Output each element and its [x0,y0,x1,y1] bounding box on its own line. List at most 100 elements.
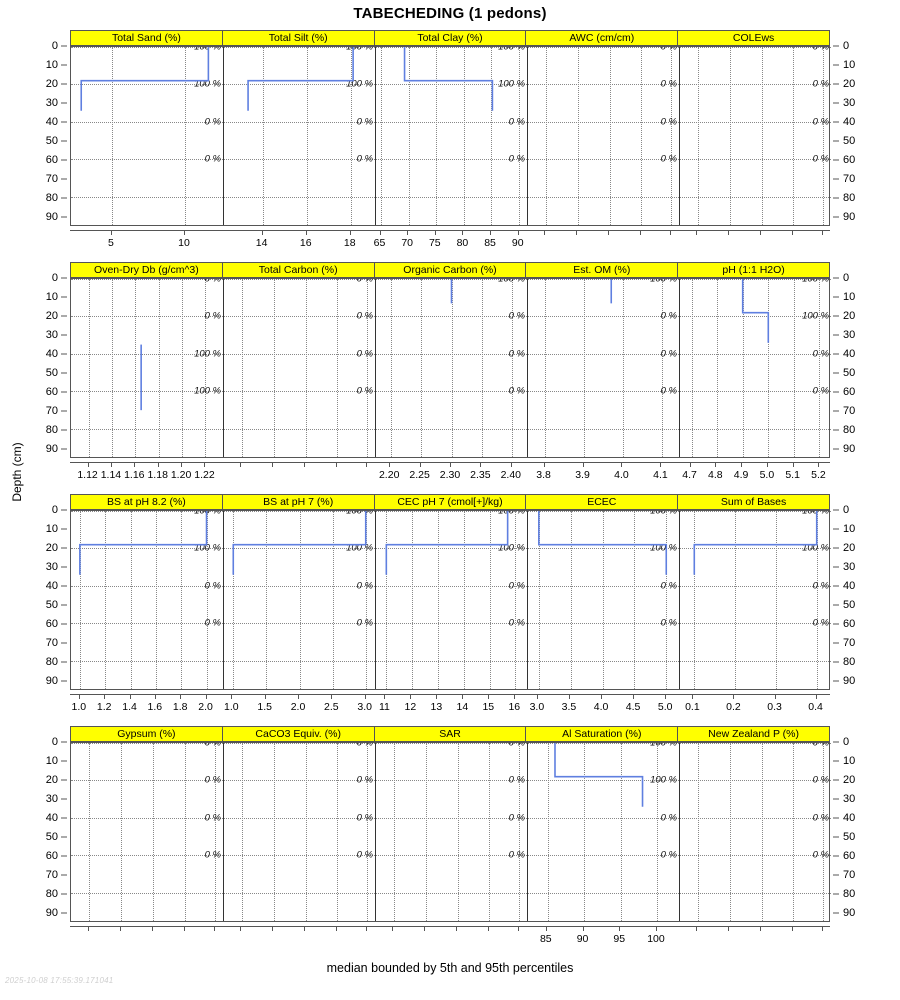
pct-annotation: 0 % [812,743,829,749]
depth-label-left: 20 [45,773,58,786]
v-gridline [729,47,731,225]
depth-label-right: 60 [843,849,856,862]
depth-label-left: 80 [45,191,58,204]
pct-annotation: 100 % [194,511,221,517]
pct-annotation: 100 % [498,279,525,285]
depth-tick-left [61,604,67,606]
x-tick [518,926,520,931]
v-gridline [242,279,244,457]
pct-annotation: 0 % [356,774,373,786]
pct-annotation: 100 % [346,511,373,517]
pct-annotation: 0 % [204,743,221,749]
pct-annotation: 100 % [194,78,221,90]
depth-label-right: 90 [843,674,856,687]
data-series-line [71,279,223,457]
panel-total-carbon: 0 % 0 % 0 % 0 % [223,279,375,457]
depth-tick-right [833,140,839,142]
x-tick-label: 16 [508,701,521,713]
v-gridline [546,47,548,225]
panel-title-bs-at-ph-8-2: BS at pH 8.2 (%) [70,494,223,510]
h-gridline [680,743,831,744]
pct-annotation: 0 % [204,617,221,629]
v-gridline [489,743,491,921]
pct-annotation: 0 % [660,310,677,322]
pct-annotation: 100 % [498,78,525,90]
depth-label-right: 70 [843,172,856,185]
pct-annotation: 0 % [660,116,677,128]
depth-tick-right [833,391,839,393]
depth-tick-left [61,102,67,104]
depth-tick-left [61,760,67,762]
x-tick [544,230,546,235]
x-tick-label: 70 [401,237,413,249]
h-gridline [528,121,679,123]
pct-annotation: 0 % [660,47,677,53]
depth-tick-left [61,661,67,663]
x-tick [692,694,694,699]
depth-label-left: 30 [45,96,58,109]
data-series-line [376,511,527,689]
depth-tick-right [833,159,839,161]
x-tick-label: 14 [456,701,469,713]
pct-annotation: 0 % [508,617,525,629]
x-tick-label: 0.1 [685,701,700,713]
v-gridline [273,743,275,921]
pct-annotation: 100 % [346,78,373,90]
pct-annotation: 100 % [650,279,677,285]
x-tick-label: 75 [428,237,441,249]
x-tick [728,230,730,235]
depth-label-left: 40 [45,347,58,360]
panel-title-al-saturation: Al Saturation (%) [525,726,679,742]
h-gridline [680,159,831,161]
x-tick [214,926,216,931]
v-gridline [761,47,763,225]
x-tick-label: 2.30 [439,469,461,481]
pct-annotation: 0 % [204,812,221,824]
timestamp-watermark: 2025-10-08 17:55:39.171041 [5,976,114,985]
x-tick [272,462,274,467]
x-tick [419,462,421,467]
h-gridline [71,892,223,894]
v-gridline [121,743,123,921]
h-gridline [528,159,679,161]
pct-annotation: 100 % [650,743,677,749]
x-axis-rule [70,230,830,231]
depth-label-right: 10 [843,290,856,303]
h-gridline [376,855,527,857]
panel-title-ecec: ECEC [525,494,679,510]
pct-annotation: 0 % [508,812,525,824]
depth-tick-right [833,836,839,838]
x-tick [204,462,206,467]
pct-annotation: 0 % [356,812,373,824]
panel-bs-at-ph-8-2: 100 % 100 % 0 % 0 % [71,511,223,689]
depth-tick-left [61,216,67,218]
depth-tick-left [61,372,67,374]
panel-title-ph-1-1-h2o: pH (1:1 H2O) [677,262,830,278]
x-tick-label: 4.9 [733,469,749,481]
x-tick-label: 3.8 [536,469,551,481]
depth-tick-right [833,315,839,317]
plot-area-row-4: 0 % 0 % 0 % 0 % 0 % 0 % 0 % 0 % 0 % 0 % 0 % 0 % 100 … [70,742,831,922]
v-gridline [89,743,91,921]
x-tick [543,462,545,467]
x-tick [462,694,464,699]
h-gridline [376,743,527,744]
x-tick [818,462,820,467]
depth-tick-right [833,429,839,431]
depth-tick-right [833,45,839,47]
pct-annotation: 100 % [498,542,525,554]
pct-annotation: 0 % [812,153,829,165]
depth-tick-right [833,528,839,530]
depth-label-right: 20 [843,77,856,90]
pct-annotation: 0 % [204,279,221,285]
panel-title-sum-of-bases: Sum of Bases [677,494,830,510]
depth-tick-right [833,604,839,606]
x-tick [184,926,185,931]
x-tick [733,694,735,699]
x-tick [78,694,80,699]
v-gridline [823,47,825,225]
x-tick-label: 18 [343,237,356,249]
pct-annotation: 0 % [660,580,677,592]
h-gridline [71,855,223,857]
x-tick-label: 85 [484,237,496,249]
